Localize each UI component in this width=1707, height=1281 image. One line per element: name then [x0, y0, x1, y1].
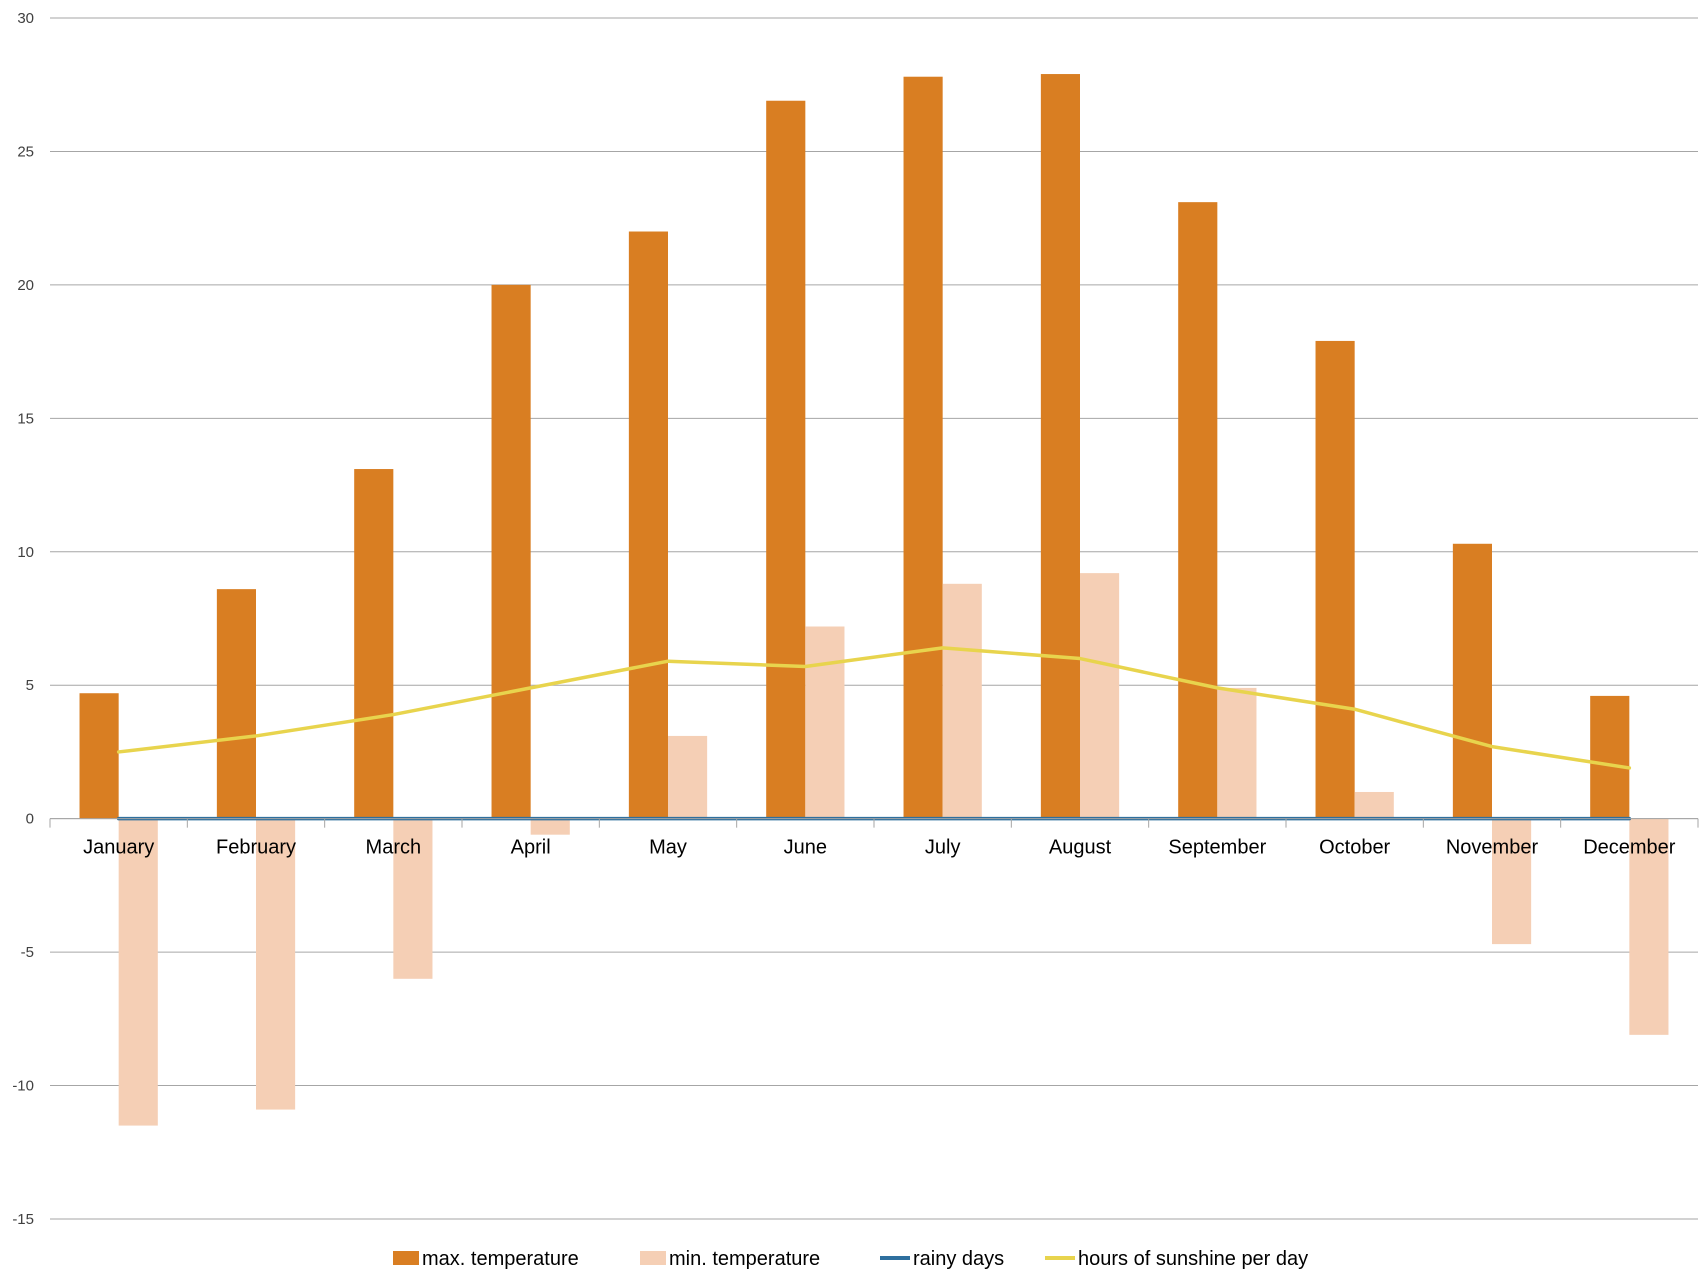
bar-max-february [216, 589, 256, 819]
bar-max-july [903, 76, 943, 819]
bar-max-april [491, 284, 531, 819]
bar-max-october [1315, 340, 1355, 819]
bar-max-december [1590, 695, 1630, 819]
bar-max-march [354, 469, 394, 819]
bar-min-october [1354, 791, 1394, 819]
y-tick-label: 25 [17, 143, 34, 160]
category-label: December [1583, 837, 1676, 859]
category-label: November [1446, 837, 1539, 859]
category-label: August [1049, 837, 1112, 859]
bar-min-september [1217, 687, 1257, 819]
y-tick-label: -5 [21, 944, 34, 961]
legend-swatch [393, 1251, 419, 1265]
y-axis: -15 -10 -5 0 5 10 15 20 25 30 [12, 10, 34, 1228]
bar-min-november [1492, 818, 1532, 945]
category-label: July [925, 837, 961, 859]
series-line-sunshine [116, 646, 1632, 770]
y-tick-label: -15 [12, 1211, 34, 1228]
category-label: May [649, 837, 687, 859]
bar-max-september [1178, 202, 1218, 819]
bar-max-may [628, 231, 668, 819]
bar-min-june [805, 626, 845, 819]
bar-max-january [79, 693, 119, 819]
gridlines [50, 17, 1698, 1220]
bar-max-august [1040, 74, 1080, 819]
category-label: June [784, 837, 827, 859]
bar-min-december [1629, 818, 1669, 1035]
legend-label: rainy days [913, 1248, 1004, 1270]
y-tick-label: 5 [26, 677, 34, 694]
bar-min-january [118, 818, 158, 1126]
legend-swatch [640, 1251, 666, 1265]
y-tick-label: 15 [17, 410, 34, 427]
category-label: January [83, 837, 154, 859]
bar-min-july [942, 583, 982, 819]
category-label: April [511, 837, 551, 859]
y-tick-label: 10 [17, 544, 34, 561]
bar-max-june [766, 100, 806, 819]
category-label: March [366, 837, 422, 859]
legend: max. temperature min. temperature rainy da… [393, 1248, 1308, 1270]
bars [79, 74, 1669, 1126]
series-lines [116, 646, 1632, 821]
y-tick-label: -10 [12, 1078, 34, 1095]
legend-label: max. temperature [422, 1248, 579, 1270]
legend-label: min. temperature [669, 1248, 820, 1270]
category-label: February [216, 837, 296, 859]
y-tick-label: 0 [26, 811, 34, 828]
bar-min-august [1080, 573, 1120, 819]
bar-min-february [256, 818, 296, 1110]
legend-label: hours of sunshine per day [1078, 1248, 1308, 1270]
bar-min-april [530, 818, 570, 835]
bar-min-may [668, 735, 708, 819]
y-tick-label: 30 [17, 10, 34, 27]
bar-max-november [1452, 543, 1492, 819]
category-label: October [1319, 837, 1390, 859]
category-label: September [1168, 837, 1266, 859]
y-tick-label: 20 [17, 277, 34, 294]
bar-min-march [393, 818, 433, 979]
x-axis: January February March April May June July Augu… [49, 818, 1699, 859]
